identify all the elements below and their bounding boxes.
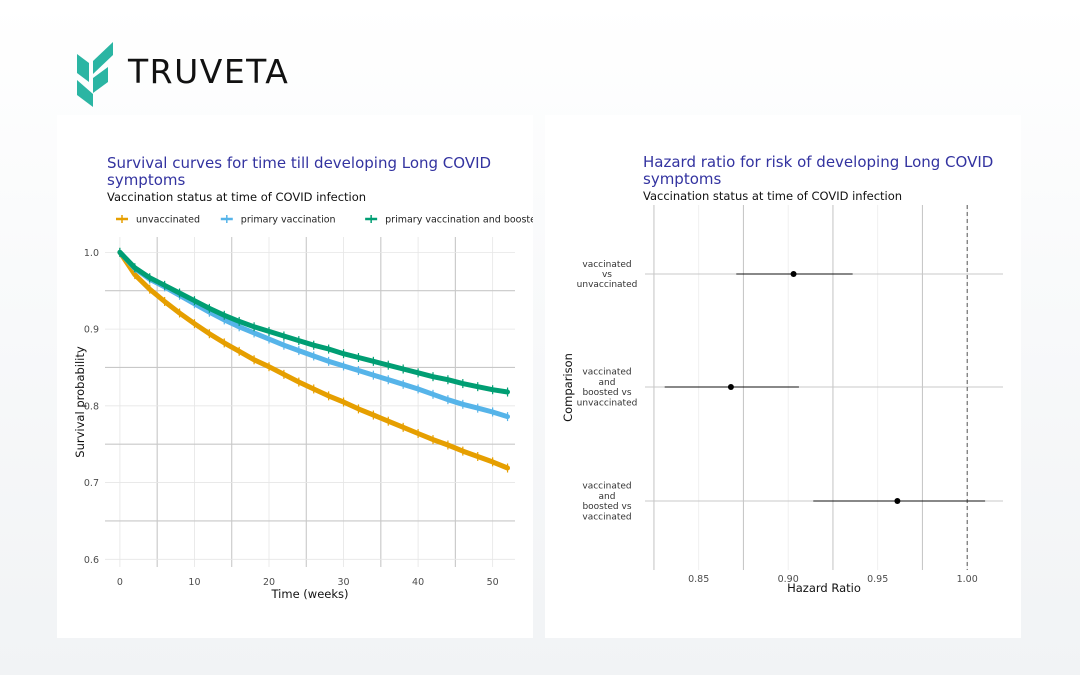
x-tick-label: 50 (487, 577, 499, 588)
y-tick-label-line: boosted vs (582, 388, 631, 398)
y-tick-label-line: and (599, 492, 616, 502)
y-axis-label: Comparison (561, 353, 575, 422)
y-axis-label: Survival probability (73, 346, 87, 458)
survival-curves-chart: Survival curves for time till developing… (73, 154, 533, 601)
estimate-point (727, 384, 734, 390)
legend-label-1: unvaccinated (136, 215, 200, 226)
x-axis-label: Hazard Ratio (787, 581, 861, 595)
y-tick-label: vaccinated and boosted vs vaccinated (582, 482, 631, 523)
chart-title: Hazard ratio for risk of developing Long… (643, 153, 993, 188)
estimate-point (894, 498, 901, 504)
chart-title-line: Hazard ratio for risk of developing Long… (643, 153, 993, 171)
series-line-3 (117, 249, 510, 395)
chart-subtitle: Vaccination status at time of COVID infe… (107, 190, 366, 204)
truveta-logo-mark (77, 42, 113, 107)
y-tick-label: 0.7 (84, 478, 99, 489)
chart-title-line: symptoms (107, 171, 185, 189)
legend-label-3: primary vaccination and booster (385, 215, 533, 226)
y-tick-label: 0.8 (84, 401, 99, 412)
y-tick-label: 0.6 (84, 555, 99, 566)
survival-curves-panel: Survival curves for time till developing… (57, 115, 533, 638)
chart-title-line: Survival curves for time till developing… (107, 154, 491, 172)
y-tick-label-line: vs (602, 270, 612, 280)
chart-subtitle: Vaccination status at time of COVID infe… (643, 189, 902, 203)
x-tick-label: 20 (263, 577, 275, 588)
x-tick-label: 0.90 (778, 574, 799, 585)
y-tick-label-line: unvaccinated (577, 398, 638, 408)
chart-title-line: symptoms (643, 170, 721, 188)
y-tick-label-line: vaccinated (582, 512, 631, 522)
chart-title: Survival curves for time till developing… (107, 154, 491, 189)
x-tick-label: 30 (337, 577, 349, 588)
legend-label-2: primary vaccination (241, 215, 336, 226)
y-tick-label-line: vaccinated (582, 368, 631, 378)
estimate-point (790, 271, 797, 277)
x-tick-label: 10 (188, 577, 200, 588)
x-tick-label: 40 (412, 577, 424, 588)
y-tick-label-line: vaccinated (582, 260, 631, 270)
x-tick-label: 1.00 (957, 574, 978, 585)
y-tick-label: 1.0 (84, 248, 99, 259)
truveta-wordmark: TRUVETA (128, 52, 290, 91)
hazard-ratio-panel: Hazard ratio for risk of developing Long… (545, 115, 1021, 638)
x-tick-label: 0.95 (867, 574, 888, 585)
y-tick-label: vaccinated vs unvaccinated (577, 260, 638, 290)
x-tick-label: 0.85 (688, 574, 709, 585)
truveta-logo: TRUVETA (74, 40, 314, 110)
y-tick-label-line: and (599, 378, 616, 388)
x-tick-label: 0 (117, 577, 123, 588)
x-axis-label: Time (weeks) (271, 587, 349, 601)
y-tick-label-line: unvaccinated (577, 280, 638, 290)
hazard-ratio-chart: Hazard ratio for risk of developing Long… (561, 153, 1003, 595)
y-tick-label-line: vaccinated (582, 482, 631, 492)
y-tick-label-line: boosted vs (582, 502, 631, 512)
y-tick-label: 0.9 (84, 325, 99, 336)
y-tick-label: vaccinated and boosted vs unvaccinated (577, 368, 638, 409)
